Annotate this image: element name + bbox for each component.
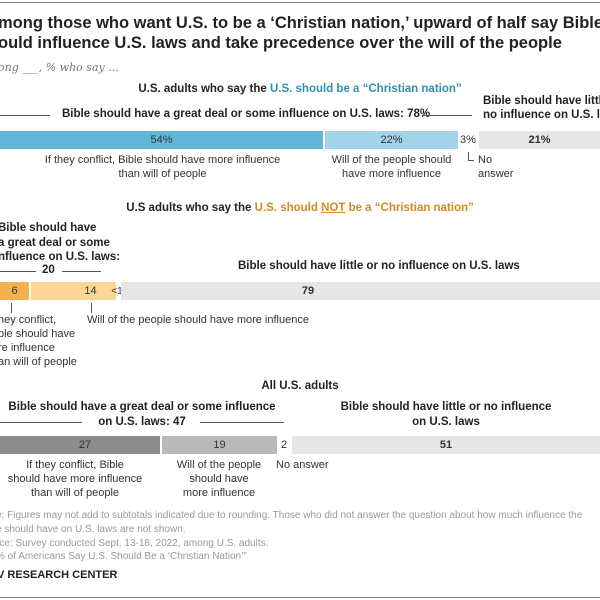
- segment-label: Will of the people should have more infl…: [87, 314, 309, 326]
- heading-highlight: U.S. should be a “Christian nation”: [269, 83, 462, 95]
- title-line-2: ould influence U.S. laws and take preced…: [0, 34, 562, 52]
- data-label: 79: [301, 285, 315, 297]
- section1-heading: U.S. adults who say the U.S. should be a…: [0, 83, 600, 95]
- bracket-total: 20: [42, 264, 55, 276]
- bracket-line: [62, 271, 101, 272]
- bar-segment-27: 27: [0, 436, 160, 454]
- section3-right-label: Bible should have little or no influence…: [340, 401, 552, 428]
- bar-segment-lt1: <1: [111, 282, 123, 300]
- source-line: % of Americans Say U.S. Should Be a ‘Chr…: [0, 551, 247, 562]
- bar-segment-22: 22%: [325, 131, 458, 149]
- bar-segment-54: 54%: [0, 131, 323, 149]
- top-rule: [0, 2, 600, 3]
- section1-right-label-2: no influence on U.S. la: [483, 109, 600, 121]
- segment-label: hey conflict, ble should have re influence…: [0, 314, 77, 368]
- bracket-line: [0, 422, 82, 423]
- heading-text: U.S. adults who say the: [138, 83, 270, 95]
- data-label: 2: [280, 439, 288, 451]
- segment-label: If they conflict, Bible should have more…: [44, 154, 281, 180]
- segment-label: No answer: [478, 154, 514, 180]
- note-line: e should have on U.S. laws are not shown…: [0, 524, 186, 535]
- bar-segment-79: 79: [121, 282, 600, 300]
- heading-highlight-not: NOT: [321, 202, 346, 214]
- data-label: 54%: [150, 134, 173, 146]
- data-label: 27: [78, 439, 92, 451]
- data-label: 21%: [528, 134, 551, 146]
- section2-heading: U.S adults who say the U.S. should NOT b…: [0, 202, 600, 214]
- leader-line: [468, 152, 474, 161]
- subtitle: ong ___, % who say ...: [0, 61, 119, 74]
- data-label: 3%: [460, 134, 476, 146]
- section3-heading: All U.S. adults: [261, 380, 339, 392]
- heading-text: U.S adults who say the: [126, 202, 255, 214]
- bracket-line: [0, 115, 50, 116]
- leader-line: [91, 303, 92, 313]
- data-label: 19: [213, 439, 226, 451]
- section2-bracket-label: Bible should have a great deal or some nfl…: [0, 222, 121, 263]
- segment-label: Will of the people should have more influe…: [176, 459, 262, 499]
- leader-line: [11, 303, 12, 313]
- title-line-1: mong those who want U.S. to be a ‘Christ…: [0, 14, 600, 32]
- logo: V RESEARCH CENTER: [0, 569, 118, 581]
- bar-segment-6: 6: [0, 282, 29, 300]
- bar-segment-51: 51: [292, 436, 600, 454]
- bracket-line: [0, 271, 36, 272]
- data-label: 22%: [380, 134, 403, 146]
- section1-bracket-label: Bible should have a great deal or some i…: [62, 108, 431, 120]
- bar-segment-2: 2: [277, 436, 291, 454]
- section1-right-label-1: Bible should have little: [483, 95, 600, 107]
- segment-label: Will of the people should have more influ…: [331, 154, 452, 180]
- bar-segment-21: 21%: [479, 131, 600, 149]
- data-label: 6: [11, 285, 18, 297]
- bar-segment-14: 14: [31, 282, 116, 300]
- section3-bracket-label: Bible should have a great deal or some i…: [8, 401, 276, 428]
- bracket-line: [422, 115, 472, 116]
- heading-highlight: be a “Christian nation”: [345, 202, 474, 214]
- segment-label: No answer: [276, 459, 329, 471]
- source-line: rce: Survey conducted Sept. 13-18, 2022,…: [0, 538, 269, 549]
- heading-highlight: U.S. should: [254, 202, 322, 214]
- segment-label: If they conflict, Bible should have more …: [7, 459, 143, 499]
- data-label: <1: [111, 285, 123, 297]
- data-label: 14: [84, 285, 97, 297]
- data-label: 51: [439, 439, 453, 451]
- bracket-line: [200, 422, 284, 423]
- bar-segment-19: 19: [162, 436, 277, 454]
- bottom-rule: [0, 597, 600, 598]
- bar-segment-3: 3%: [458, 131, 478, 149]
- section2-right-label: Bible should have little or no influence…: [238, 260, 520, 272]
- note-line: e: Figures may not add to subtotals indi…: [0, 510, 583, 521]
